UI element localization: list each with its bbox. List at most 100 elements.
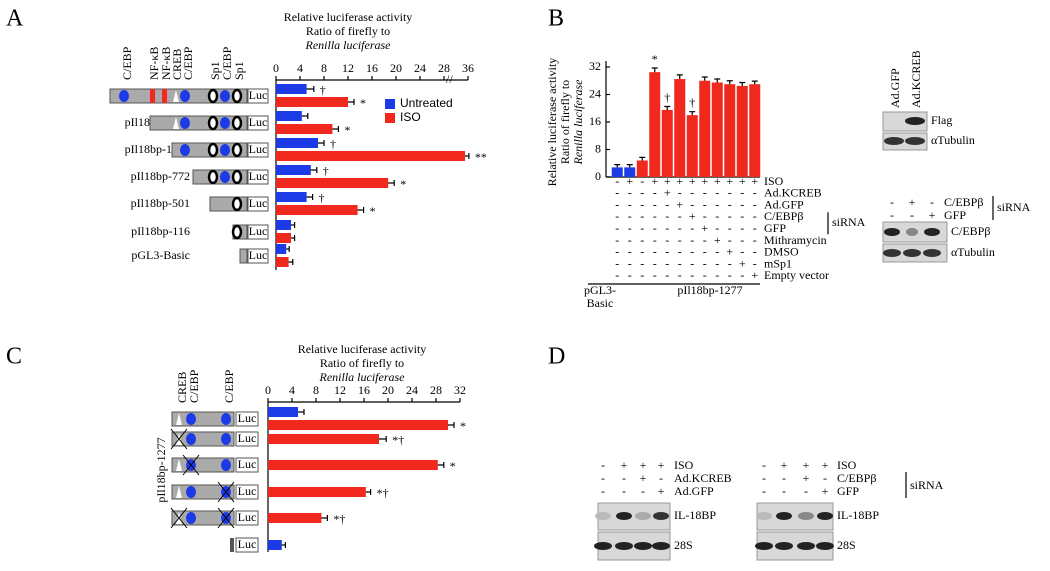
x-tick-label: 8 [321, 61, 327, 75]
band-label: αTubulin [931, 133, 975, 147]
annotation: * [460, 419, 466, 433]
error-bar [301, 113, 309, 119]
site-label: Sp1 [208, 61, 222, 80]
group-label: pIl18bp-1277 [677, 283, 742, 297]
bar [276, 257, 289, 267]
sign: - [753, 256, 757, 270]
site [162, 89, 167, 103]
category-label: pIl18bp-116 [131, 224, 190, 238]
luc-box [235, 510, 259, 526]
sign: - [615, 186, 619, 200]
error-bar [739, 81, 746, 86]
luc-label: Luc [249, 248, 268, 262]
error-bar [321, 515, 328, 521]
sign: + [714, 174, 721, 188]
condition-label: C/EBPβ [837, 471, 876, 485]
sign: - [762, 484, 766, 498]
error-bar [689, 111, 696, 116]
condition-label: mSp1 [764, 256, 792, 270]
site-label: NF-κB [147, 47, 161, 80]
sign: + [664, 174, 671, 188]
luc-label: Luc [238, 484, 257, 498]
luc-label: Luc [238, 431, 257, 445]
axis-title: Ratio of firefly to [320, 356, 404, 370]
sign: - [665, 245, 669, 259]
sign: - [715, 268, 719, 282]
sign: - [622, 484, 626, 498]
bar [276, 151, 465, 161]
x-tick-label: 24 [406, 383, 418, 397]
sign: - [615, 209, 619, 223]
site-label: CREB [170, 49, 184, 80]
sign: + [640, 471, 647, 485]
sign: - [740, 268, 744, 282]
luc-box [247, 224, 269, 240]
sign: + [929, 208, 936, 222]
band [775, 542, 793, 550]
sign: - [740, 209, 744, 223]
sign: - [659, 471, 663, 485]
sign: + [676, 197, 683, 211]
sirna-label: siRNA [997, 200, 1031, 214]
luc-box [247, 248, 269, 264]
axis-title: Relative luciferase activity [298, 342, 427, 356]
sign: - [653, 209, 657, 223]
sign: - [753, 245, 757, 259]
annotation: * [360, 96, 366, 110]
annotation: † [664, 90, 670, 104]
condition-label: Ad.KCREB [674, 471, 732, 485]
sign: + [640, 458, 647, 472]
error-bar [357, 207, 365, 213]
site [207, 88, 219, 104]
condition-label: ISO [764, 174, 784, 188]
sign: - [665, 209, 669, 223]
site [207, 115, 219, 131]
bar [276, 205, 358, 215]
error-bar [288, 259, 294, 265]
legend-label: Untreated [400, 96, 453, 110]
sign: - [930, 195, 934, 209]
legend-swatch [385, 113, 395, 123]
bar [711, 82, 723, 177]
sign: - [615, 256, 619, 270]
error-bar [281, 542, 286, 548]
axis-break: // [446, 72, 453, 86]
sign: - [640, 245, 644, 259]
condition-label: ISO [674, 458, 694, 472]
x-tick-label: 0 [273, 61, 279, 75]
category-label: pIl18bp-772 [131, 169, 190, 183]
sign: - [678, 209, 682, 223]
site [220, 90, 230, 102]
sign: + [726, 245, 733, 259]
x-tick-label: 28 [430, 383, 442, 397]
luc-label: Luc [249, 169, 268, 183]
annotation: † [330, 137, 336, 151]
sign: - [728, 209, 732, 223]
legend-label: ISO [400, 110, 421, 124]
error-bar [751, 80, 758, 85]
luc-box [247, 169, 269, 185]
sign: - [890, 208, 894, 222]
x-tick-label: 20 [390, 61, 402, 75]
y-tick-label: 0 [595, 169, 601, 183]
axis-title: Renilla luciferase [571, 79, 585, 166]
bar [736, 85, 748, 177]
bar [686, 115, 698, 177]
error-bar [726, 80, 733, 85]
site [180, 90, 190, 102]
bar [276, 111, 302, 121]
site [220, 171, 230, 183]
site-label: CREB [175, 372, 189, 403]
lane-label: Ad.GFP [888, 68, 902, 108]
y-axis-label: pIl18bp-1277 [154, 437, 168, 502]
sign: + [781, 458, 788, 472]
sign: - [753, 233, 757, 247]
luc-label: Luc [249, 142, 268, 156]
axis-title: Renilla luciferase [305, 38, 392, 52]
sign: + [651, 174, 658, 188]
sign: - [640, 256, 644, 270]
sign: - [753, 186, 757, 200]
sign: - [740, 186, 744, 200]
sign: - [703, 268, 707, 282]
sign: - [615, 221, 619, 235]
